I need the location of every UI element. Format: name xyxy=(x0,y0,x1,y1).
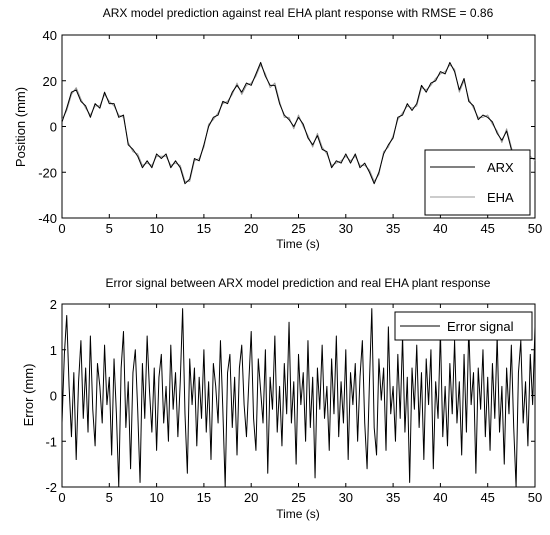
position-legend-box xyxy=(424,149,531,216)
x-tick-label: 50 xyxy=(528,490,542,505)
position-x-axis-label: Time (s) xyxy=(276,237,320,251)
y-tick-label: -40 xyxy=(38,211,57,226)
x-tick-label: 35 xyxy=(386,490,400,505)
position-legend: ARX EHA xyxy=(424,149,531,216)
error-series-group xyxy=(61,308,536,488)
x-tick-label: 10 xyxy=(149,221,163,236)
x-tick-label: 5 xyxy=(106,490,113,505)
x-tick-label: 50 xyxy=(528,221,542,236)
error-legend: Error signal xyxy=(394,311,533,341)
y-tick-label: 40 xyxy=(43,28,57,43)
error-y-axis-label: Error (mm) xyxy=(21,364,36,427)
arx-line xyxy=(61,61,535,185)
legend-arx-label: ARX xyxy=(487,160,514,175)
x-tick-label: 30 xyxy=(339,221,353,236)
x-tick-label: 0 xyxy=(58,490,65,505)
x-tick-label: 0 xyxy=(58,221,65,236)
y-tick-label: 1 xyxy=(50,343,57,358)
x-tick-label: 25 xyxy=(291,490,305,505)
position-y-ticks: -40 -20 0 20 40 xyxy=(38,28,535,226)
y-tick-label: -20 xyxy=(38,165,57,180)
x-tick-label: 35 xyxy=(386,221,400,236)
error-chart: Error signal between ARX model predictio… xyxy=(21,276,542,521)
position-series-group xyxy=(61,61,536,185)
x-tick-label: 25 xyxy=(291,221,305,236)
error-x-ticks: 0 5 10 15 20 25 30 35 40 45 50 xyxy=(58,304,542,505)
y-tick-label: 0 xyxy=(50,120,57,135)
x-tick-label: 30 xyxy=(339,490,353,505)
y-tick-label: -1 xyxy=(45,434,57,449)
x-tick-label: 40 xyxy=(433,221,447,236)
x-tick-label: 45 xyxy=(480,221,494,236)
x-tick-label: 15 xyxy=(197,221,211,236)
position-chart-title: ARX model prediction against real EHA pl… xyxy=(103,6,494,20)
x-tick-label: 15 xyxy=(197,490,211,505)
y-tick-label: 2 xyxy=(50,297,57,312)
y-tick-label: 0 xyxy=(50,389,57,404)
x-tick-label: 45 xyxy=(480,490,494,505)
position-y-axis-label: Position (mm) xyxy=(13,87,28,167)
error-chart-title: Error signal between ARX model predictio… xyxy=(106,276,491,290)
x-tick-label: 20 xyxy=(244,490,258,505)
y-tick-label: -2 xyxy=(45,480,57,495)
legend-eha-label: EHA xyxy=(487,190,514,205)
y-tick-label: 20 xyxy=(43,74,57,89)
error-y-ticks: -2 -1 0 1 2 xyxy=(45,297,535,495)
error-signal-line xyxy=(61,308,536,488)
x-tick-label: 5 xyxy=(106,221,113,236)
x-tick-label: 10 xyxy=(149,490,163,505)
position-chart: ARX model prediction against real EHA pl… xyxy=(13,6,542,251)
position-x-ticks: 0 5 10 15 20 25 30 35 40 45 50 xyxy=(58,35,542,236)
x-tick-label: 40 xyxy=(433,490,447,505)
error-x-axis-label: Time (s) xyxy=(276,507,320,521)
x-tick-label: 20 xyxy=(244,221,258,236)
legend-error-label: Error signal xyxy=(447,319,514,334)
